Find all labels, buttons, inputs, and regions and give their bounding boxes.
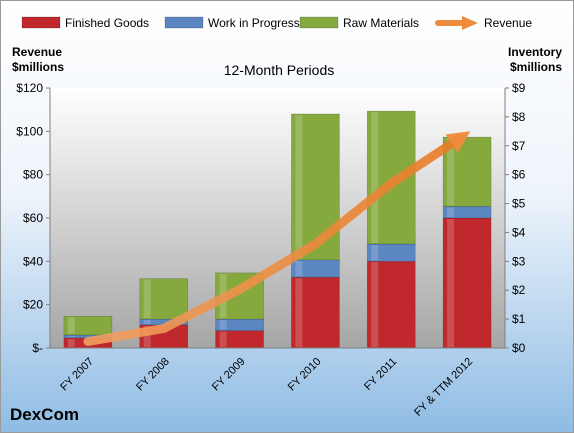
bar-finished-goods-fy-ttm-2012 <box>442 217 492 349</box>
bar-highlight-finished-goods-fy-2010 <box>295 278 303 347</box>
bars-layer <box>63 110 492 349</box>
bar-highlight-work-in-progress-fy-2011 <box>371 245 379 261</box>
left-axis-label-line1: Revenue <box>12 45 62 59</box>
left-tick-label: $60 <box>23 211 43 225</box>
bar-highlight-finished-goods-fy-2009 <box>219 331 227 347</box>
right-tick-label: $4 <box>512 225 526 239</box>
legend: Finished Goods Work in Progress Raw Materi… <box>21 16 532 30</box>
right-tick-label: $2 <box>512 283 526 297</box>
revenue-line <box>83 133 465 346</box>
right-tick-label: $7 <box>512 139 526 153</box>
legend-arrow-head-revenue <box>462 16 478 30</box>
revenue-arrow-head <box>445 131 471 153</box>
left-tick-label: $100 <box>16 124 43 138</box>
bar-highlight-raw-materials-fy-ttm-2012 <box>447 138 455 206</box>
right-tick-label: $1 <box>512 312 526 326</box>
revenue-line-layer <box>83 131 471 346</box>
left-tick-label: $- <box>32 341 43 355</box>
bar-highlight-work-in-progress-fy-2008 <box>143 320 151 324</box>
bar-highlight-work-in-progress-fy-2010 <box>295 260 303 277</box>
right-tick-label: $5 <box>512 197 526 211</box>
bar-highlight-raw-materials-fy-2011 <box>371 112 379 243</box>
bar-raw-materials-fy-2007 <box>63 315 113 336</box>
left-tick-label: $20 <box>23 298 43 312</box>
bar-highlight-work-in-progress-fy-2009 <box>219 320 227 330</box>
legend-label-work-in-progress: Work in Progress <box>208 16 300 30</box>
bar-highlight-finished-goods-fy-ttm-2012 <box>447 219 455 347</box>
chart-title: 12-Month Periods <box>224 62 335 78</box>
right-axis-label-line1: Inventory <box>508 45 562 59</box>
right-tick-label: $6 <box>512 168 526 182</box>
bar-highlight-raw-materials-fy-2010 <box>295 115 303 259</box>
left-tick-label: $120 <box>16 81 43 95</box>
legend-swatch-work-in-progress <box>164 16 204 29</box>
legend-swatch-raw-materials <box>299 16 339 29</box>
right-tick-label: $0 <box>512 341 526 355</box>
bar-highlight-work-in-progress-fy-2007 <box>67 336 75 337</box>
legend-label-raw-materials: Raw Materials <box>343 16 419 30</box>
bar-raw-materials-fy-2008 <box>139 278 189 320</box>
bar-highlight-work-in-progress-fy-ttm-2012 <box>447 207 455 217</box>
bar-highlight-raw-materials-fy-2007 <box>67 317 75 334</box>
right-tick-label: $8 <box>512 110 526 124</box>
bar-highlight-raw-materials-fy-2008 <box>143 279 151 319</box>
right-tick-label: $9 <box>512 81 526 95</box>
left-axis-label-line2: $millions <box>12 60 64 74</box>
bar-highlight-finished-goods-fy-2007 <box>67 338 75 347</box>
bar-highlight-finished-goods-fy-2011 <box>371 262 379 347</box>
bar-highlight-finished-goods-fy-2008 <box>143 325 151 347</box>
bar-finished-goods-fy-2011 <box>366 261 416 349</box>
legend-label-finished-goods: Finished Goods <box>65 16 149 30</box>
right-axis-label-line2: $millions <box>510 60 562 74</box>
left-tick-label: $40 <box>23 254 43 268</box>
legend-swatch-finished-goods <box>21 16 61 29</box>
left-tick-label: $80 <box>23 168 43 182</box>
right-tick-label: $3 <box>512 254 526 268</box>
company-name: DexCom <box>10 405 79 424</box>
bar-finished-goods-fy-2010 <box>291 276 340 349</box>
plot-area <box>50 88 505 348</box>
legend-label-revenue: Revenue <box>484 16 532 30</box>
